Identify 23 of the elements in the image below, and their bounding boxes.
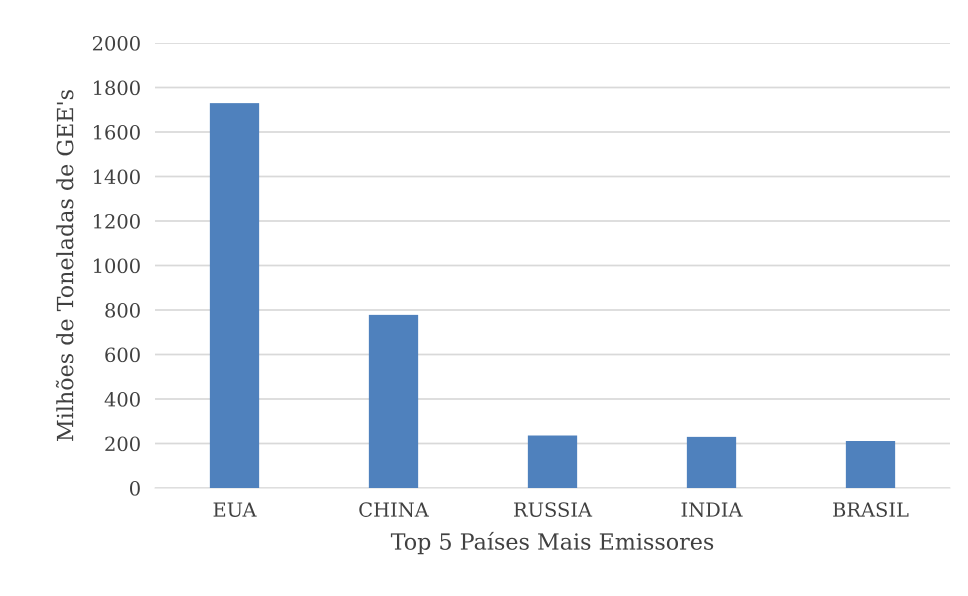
x-tick-label: CHINA	[359, 502, 429, 517]
y-tick-label: 1000	[94, 258, 140, 274]
y-tick-label: 400	[104, 392, 140, 407]
x-tick-label: RUSSIA	[514, 502, 592, 517]
y-tick-label: 1800	[94, 80, 140, 96]
y-tick-label: 200	[105, 436, 140, 452]
y-tick-label: 1200	[94, 214, 140, 229]
bar	[686, 436, 736, 488]
y-axis-title: Milhões de Toneladas de GEE's	[56, 90, 74, 441]
bar	[368, 314, 418, 488]
x-tick-label: EUA	[214, 502, 257, 517]
y-tick-label: 2000	[92, 36, 140, 51]
y-tick-label: 800	[105, 302, 140, 318]
x-tick-label: BRASIL	[833, 502, 908, 517]
bar	[210, 103, 260, 488]
bar	[846, 441, 896, 488]
bar	[528, 435, 578, 488]
y-tick-label: 0	[130, 480, 140, 496]
y-tick-label: 1400	[94, 169, 140, 184]
x-tick-label: INDIA	[682, 502, 743, 517]
y-tick-label: 600	[105, 347, 140, 362]
y-tick-label: 1600	[94, 124, 140, 140]
x-axis-title: Top 5 Países Mais Emissores	[390, 532, 714, 554]
